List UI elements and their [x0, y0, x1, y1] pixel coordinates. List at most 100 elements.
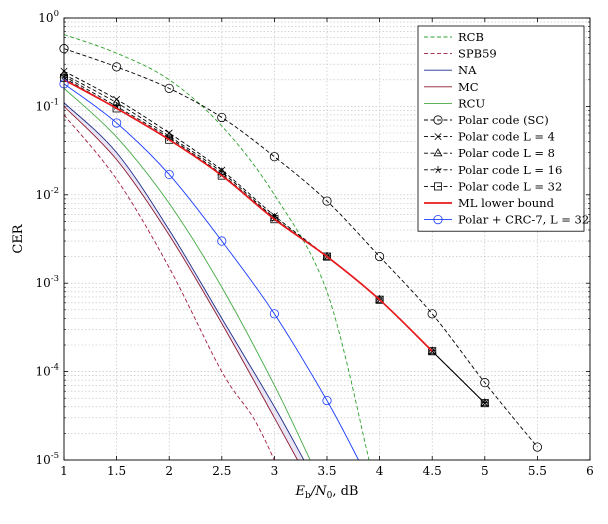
x-tick-label: 3: [271, 464, 279, 478]
y-tick-label: 10-5: [35, 451, 59, 467]
data-point: [428, 347, 437, 356]
series-spb59: [64, 114, 275, 460]
y-tick-label: 100: [38, 9, 59, 25]
y-tick-exponent: -5: [51, 451, 59, 461]
legend-label: Polar code L = 32: [458, 179, 562, 193]
y-tick-base: 10: [35, 453, 50, 467]
x-axis-label-part: E: [295, 484, 306, 499]
legend-label: Polar code L = 8: [458, 146, 555, 160]
x-tick-label: 6: [586, 464, 594, 478]
data-point: [480, 378, 490, 388]
data-point: [322, 395, 332, 406]
legend-label: Polar code L = 16: [458, 163, 562, 177]
x-tick-label: 1: [60, 464, 68, 478]
y-tick-base: 10: [38, 11, 53, 25]
series-mc: [64, 106, 298, 460]
x-tick-label: 2: [165, 464, 173, 478]
data-point: [532, 442, 543, 452]
data-point: [112, 62, 122, 72]
y-tick-base: 10: [35, 188, 50, 202]
x-tick-label: 1.5: [107, 464, 126, 478]
x-tick-label: 5.5: [528, 464, 547, 478]
x-tick-label: 4.5: [423, 464, 442, 478]
legend-entry: Polar code L = 8: [424, 146, 555, 160]
legend-box: [417, 25, 585, 232]
legend: RCB SPB59 NA MC RCU Polar code (SC) Polar code…: [417, 25, 589, 232]
legend-label: ML lower bound: [458, 196, 555, 210]
series-rcu: [64, 88, 311, 460]
data-point: [433, 148, 443, 157]
data-point: [270, 215, 279, 224]
legend-entry: RCU: [424, 96, 485, 110]
series-na: [64, 102, 305, 460]
x-tick-label: 2.5: [212, 464, 231, 478]
series-line: [64, 88, 311, 460]
y-tick-exponent: -1: [51, 97, 59, 107]
data-point: [269, 152, 279, 162]
series-line: [64, 106, 298, 460]
y-tick-base: 10: [35, 365, 50, 379]
y-tick-label: 10-1: [35, 97, 59, 113]
legend-entry: Polar code L = 4: [424, 130, 555, 144]
x-axis-label-part: 0: [327, 491, 333, 501]
data-point: [164, 83, 174, 93]
x-tick-label: 4: [376, 464, 384, 478]
legend-entry: MC: [424, 80, 479, 94]
data-point: [217, 112, 227, 123]
series-line: [64, 102, 305, 460]
legend-entry: Polar code (SC): [424, 113, 549, 127]
legend-entry: Polar code L = 16: [424, 163, 562, 177]
data-point: [217, 171, 226, 180]
series-line: [64, 114, 275, 460]
data-point: [164, 169, 174, 180]
data-point: [113, 95, 121, 103]
y-tick-exponent: -4: [51, 363, 59, 373]
data-point: [165, 135, 174, 144]
x-axis-label: Eb/N0, dB: [295, 484, 359, 501]
legend-label: Polar code (SC): [458, 113, 549, 127]
legend-label: SPB59: [458, 47, 497, 61]
data-point: [112, 104, 121, 113]
legend-label: Polar code L = 4: [458, 130, 555, 144]
x-tick-label: 5: [481, 464, 489, 478]
legend-entry: NA: [424, 63, 477, 77]
data-point: [427, 309, 437, 319]
y-tick-exponent: -2: [51, 186, 59, 196]
y-tick-label: 10-2: [35, 186, 59, 202]
data-point: [322, 196, 332, 206]
data-point: [433, 115, 443, 125]
data-point: [434, 133, 442, 141]
data-point: [322, 252, 331, 261]
series-line: [64, 83, 359, 460]
data-point: [269, 309, 279, 319]
series-rcb: [64, 34, 370, 460]
shaded-band-area: [64, 102, 304, 461]
legend-label: Polar + CRC-7, L = 32: [458, 213, 589, 227]
x-axis-label-part: b: [305, 491, 311, 501]
y-tick-exponent: 0: [54, 9, 59, 19]
legend-entry: ML lower bound: [424, 196, 555, 210]
data-point: [481, 399, 489, 407]
y-tick-base: 10: [35, 99, 50, 113]
data-point: [433, 215, 443, 225]
legend-label: RCU: [458, 96, 485, 110]
legend-entry: Polar code L = 32: [424, 179, 562, 193]
y-axis-label: CER: [11, 223, 26, 253]
legend-entry: SPB59: [424, 47, 497, 61]
series-polar-crc-7-l-32: [59, 79, 359, 460]
legend-label: NA: [458, 63, 477, 77]
y-tick-base: 10: [35, 276, 50, 290]
x-axis-label-part: , dB: [332, 484, 358, 499]
data-point: [374, 251, 385, 262]
series-line: [64, 79, 433, 352]
series-line: [64, 34, 370, 460]
series-ml-lower-bound: [64, 79, 433, 352]
data-point: [112, 118, 122, 128]
y-tick-label: 10-4: [35, 363, 59, 379]
y-tick-exponent: -3: [51, 274, 59, 284]
legend-label: RCB: [458, 30, 484, 44]
legend-label: MC: [458, 80, 479, 94]
data-point: [375, 295, 384, 304]
